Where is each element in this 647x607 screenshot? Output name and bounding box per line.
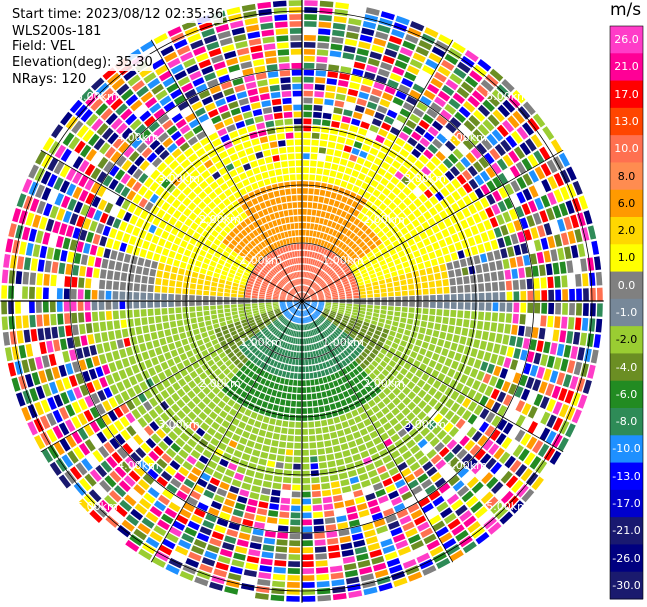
colorbar-tick-label: 8.0 [617, 169, 636, 183]
colorbar-segment [610, 135, 643, 163]
colorbar-segment [610, 189, 643, 218]
azimuth-spoke [301, 300, 454, 563]
colorbar-tick-label: 6.0 [617, 196, 636, 210]
range-ring-label: 4.00km [117, 131, 159, 144]
colorbar-segment [610, 380, 643, 409]
colorbar-segment [610, 462, 643, 491]
azimuth-spoke [150, 39, 303, 302]
colorbar-segment [610, 217, 643, 245]
colorbar-segment [610, 53, 643, 82]
colorbar-tick-label: -4.0 [615, 360, 638, 374]
start-time-label: Start time: 2023/08/12 02:35:36 [12, 6, 224, 23]
colorbar-tick-label: 2.0 [617, 224, 636, 238]
colorbar-segment [610, 435, 643, 464]
elevation-label: Elevation(deg): 35.30 [12, 54, 153, 71]
azimuth-spoke [301, 39, 454, 302]
range-ring-label: 5.00km [486, 500, 528, 513]
range-ring-label: 1.00km [240, 254, 282, 267]
range-ring-label: 5.00km [76, 90, 118, 103]
range-ring-label: 2.00km [363, 213, 405, 226]
colorbar-segment [610, 544, 643, 573]
colorbar-segment [610, 326, 643, 354]
range-ring-label: 3.00km [404, 172, 446, 185]
field-label: Field: VEL [12, 38, 75, 55]
colorbar-tick-label: -10.0 [612, 442, 641, 456]
colorbar [609, 25, 644, 600]
colorbar-unit: m/s [610, 0, 642, 20]
colorbar-segment [610, 571, 643, 600]
range-ring-label: 1.00km [322, 336, 364, 349]
azimuth-spoke [150, 300, 303, 563]
azimuth-spoke [40, 300, 303, 453]
range-ring-label: 4.00km [117, 459, 159, 472]
polar-grid [0, 0, 604, 603]
nrays-label: NRays: 120 [12, 71, 87, 88]
azimuth-spoke [301, 300, 564, 453]
range-ring-label: 5.00km [76, 500, 118, 513]
colorbar-tick-label: -13.0 [612, 469, 641, 483]
range-ring-label: 3.00km [404, 418, 446, 431]
colorbar-segment [610, 271, 643, 300]
colorbar-segment [610, 353, 643, 382]
colorbar-tick-label: 13.0 [614, 115, 639, 128]
velocity-sectors [1, 0, 603, 602]
colorbar-tick-label: 17.0 [614, 87, 639, 101]
colorbar-segment [610, 298, 643, 327]
colorbar-tick-label: -1.0 [615, 306, 638, 319]
range-ring-label: 2.00km [199, 213, 241, 226]
colorbar-segment [610, 244, 643, 273]
colorbar-segment [610, 408, 643, 436]
colorbar-tick-label: 0.0 [617, 278, 636, 292]
colorbar-segment [610, 80, 643, 109]
range-ring-labels: 1.00km 2.00km 3.00km 4.00km 5.00km 1.00km 2.00… [76, 90, 528, 513]
range-ring-label: 1.00km [322, 254, 364, 267]
colorbar-segment [610, 26, 643, 54]
range-ring-label: 2.00km [363, 377, 405, 390]
colorbar-tick-label: -21.0 [612, 524, 641, 538]
colorbar-tick-label: -26.0 [612, 551, 641, 565]
colorbar-tick-label: -6.0 [615, 387, 638, 401]
colorbar-tick-label: -2.0 [615, 333, 638, 347]
colorbar-tick-label: 21.0 [614, 60, 639, 74]
colorbar-segment [610, 517, 643, 545]
colorbar-tick-label: 10.0 [614, 142, 639, 156]
colorbar-segment [610, 489, 643, 518]
colorbar-tick-label: -17.0 [612, 497, 641, 510]
colorbar-tick-label: 1.0 [617, 251, 636, 265]
colorbar-segment [610, 162, 643, 191]
range-ring-label: 1.00km [240, 336, 282, 349]
colorbar-tick-label: -8.0 [615, 415, 638, 429]
colorbar-segment [610, 107, 643, 136]
azimuth-spoke [40, 149, 303, 302]
colorbar-tick-label: -30.0 [612, 578, 641, 592]
colorbar-tick-label: 26.0 [614, 33, 639, 47]
azimuth-spoke [301, 149, 564, 302]
range-ring-label: 5.00km [486, 90, 528, 103]
range-ring-label: 4.00km [445, 131, 487, 144]
range-ring-label: 2.00km [199, 377, 241, 390]
instrument-label: WLS200s-181 [12, 23, 102, 40]
range-ring-label: 4.00km [445, 459, 487, 472]
range-ring-label: 3.00km [158, 418, 200, 431]
range-ring-label: 3.00km [158, 172, 200, 185]
